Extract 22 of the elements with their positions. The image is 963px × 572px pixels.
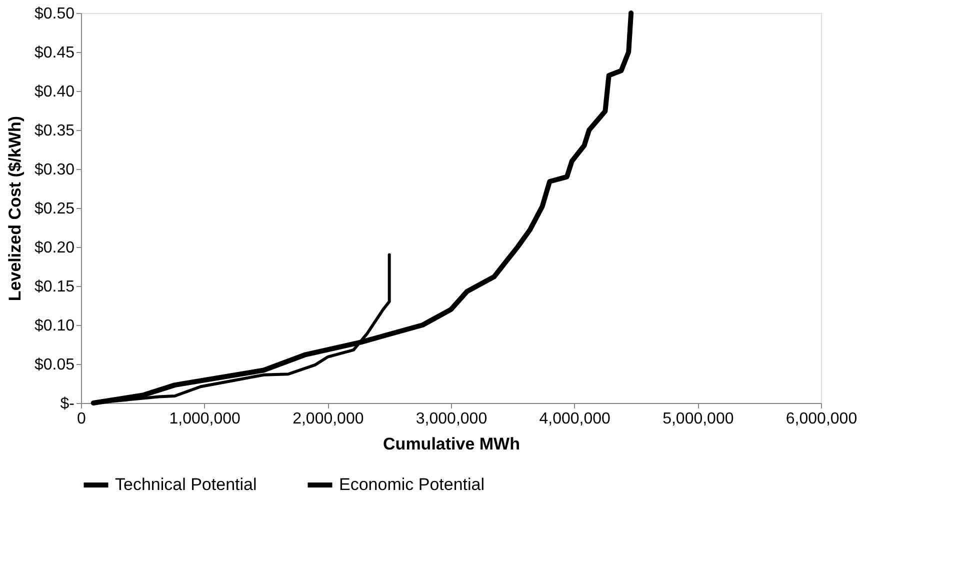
y-tick-label: $0.25 [34,200,75,218]
y-tick-label: $0.50 [34,6,75,22]
y-tick-label: $0.45 [34,44,75,62]
legend-label: Economic Potential [339,475,485,494]
y-tick-label: $0.05 [34,356,75,374]
x-tick-label: 5,000,000 [662,410,734,428]
legend-label: Technical Potential [115,475,257,494]
y-tick-label: $0.30 [34,162,75,178]
x-tick-label: 4,000,000 [539,410,611,428]
x-tick-label: 6,000,000 [786,410,858,428]
x-tick-label: 1,000,000 [169,410,241,428]
x-tick-label: 3,000,000 [416,410,488,428]
y-tick-label: $- [60,396,74,412]
y-tick-label: $0.10 [34,318,75,334]
x-tick-label: 0 [77,410,86,428]
x-axis-title: Cumulative MWh [383,434,520,454]
y-tick-label: $0.20 [34,240,75,256]
y-tick-label: $0.15 [34,278,75,296]
y-tick-label: $0.35 [34,122,75,140]
y-axis-title: Levelized Cost ($/kWh) [5,116,24,302]
x-tick-label: 2,000,000 [292,410,364,428]
y-tick-label: $0.40 [34,84,75,100]
